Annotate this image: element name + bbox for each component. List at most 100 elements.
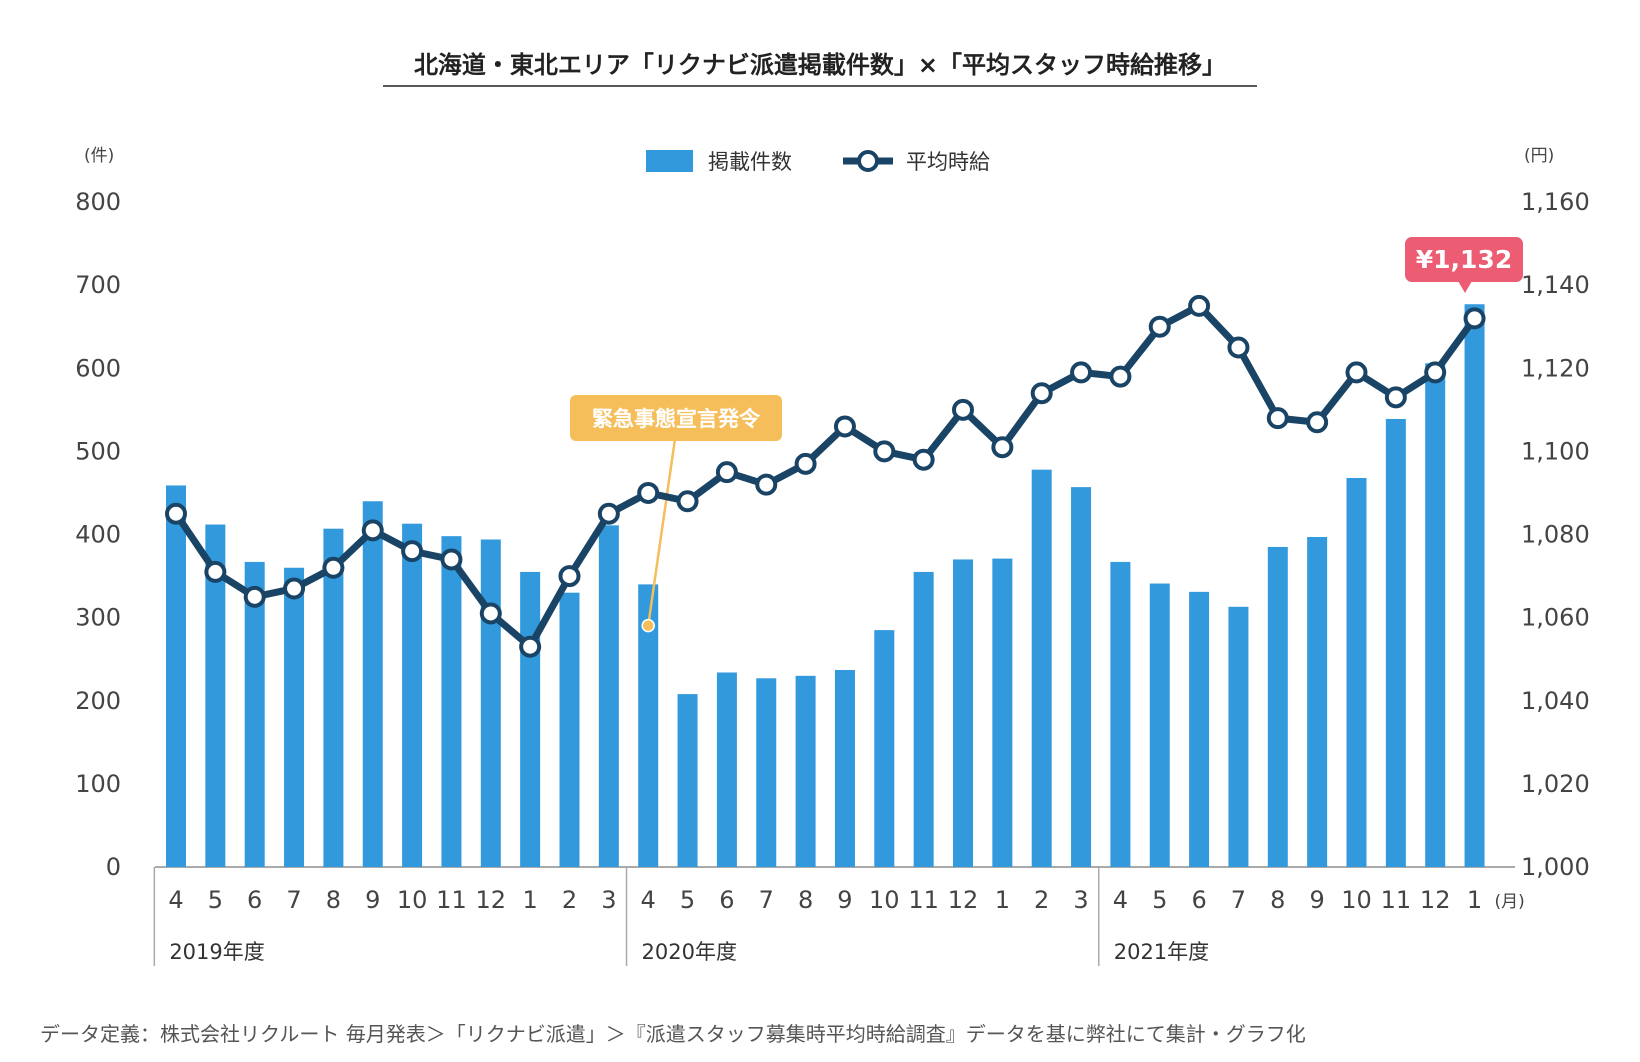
event-callout: 緊急事態宣言発令 (570, 395, 782, 633)
wage-point (558, 565, 581, 588)
right-tick-label: 1,120 (1521, 354, 1590, 382)
bar (756, 678, 777, 867)
bar-series (166, 304, 1485, 867)
wage-point (952, 398, 974, 421)
right-tick-label: 1,140 (1521, 271, 1590, 299)
wage-line (173, 302, 1478, 651)
wage-point (912, 448, 935, 471)
bar (402, 523, 423, 867)
wage-point (440, 548, 463, 571)
x-tick-label: 11 (1381, 886, 1412, 914)
wage-point (833, 415, 856, 438)
footnote: データ定義：株式会社リクルート 毎月発表＞「リクナビ派遣」＞『派遣スタッフ募集時… (40, 1022, 1306, 1046)
x-tick-label: 9 (1310, 886, 1325, 914)
bar (480, 539, 501, 867)
wage-point (715, 461, 738, 484)
bar (1385, 418, 1406, 867)
left-tick-label: 100 (75, 770, 121, 798)
bar (323, 528, 344, 867)
bar (1267, 546, 1288, 867)
wage-point (637, 481, 660, 504)
x-tick-label: 3 (1073, 886, 1088, 914)
right-tick-label: 1,020 (1521, 770, 1590, 798)
bar (244, 561, 265, 867)
bar (362, 501, 383, 867)
line-series (165, 294, 1486, 658)
x-tick-label: 7 (759, 886, 774, 914)
year-label: 2019年度 (169, 940, 264, 964)
wage-point (283, 577, 306, 600)
x-tick-label: 1 (1467, 886, 1482, 914)
price-callout-label: ¥1,132 (1416, 245, 1512, 274)
price-callout-box (1405, 237, 1523, 282)
wage-point (361, 519, 384, 542)
x-tick-label: 8 (326, 886, 341, 914)
x-tick-label: 4 (1113, 886, 1128, 914)
axes: 800 700 600 500 400 300 200 100 0 1,160 1,140 1,120… (75, 188, 1590, 966)
wage-point (1148, 315, 1171, 338)
wage-point (243, 585, 266, 608)
bar (1110, 561, 1131, 867)
wage-point (597, 502, 620, 525)
price-callout: ¥1,132 (1405, 237, 1523, 293)
chart-title: 北海道・東北エリア「リクナビ派遣掲載件数」×「平均スタッフ時給推移」 (414, 51, 1226, 79)
x-tick-label: 11 (908, 886, 939, 914)
right-tick-label: 1,040 (1521, 687, 1590, 715)
x-tick-label: 12 (476, 886, 507, 914)
left-tick-label: 700 (75, 271, 121, 299)
wage-point (519, 635, 542, 658)
event-callout-dot (641, 618, 655, 633)
wage-point (1266, 407, 1289, 430)
bar (1346, 477, 1367, 867)
bar (598, 525, 619, 867)
bar (1189, 591, 1210, 867)
wage-point (1070, 361, 1093, 384)
wage-point (1424, 361, 1447, 384)
month-unit: (月) (1495, 892, 1525, 912)
wage-point (1109, 365, 1132, 388)
right-axis-unit: (円) (1524, 146, 1554, 166)
x-tick-label: 5 (1152, 886, 1167, 914)
event-callout-pointer (646, 431, 678, 626)
wage-point (676, 490, 699, 513)
x-tick-label: 4 (168, 886, 183, 914)
left-tick-label: 600 (75, 354, 121, 382)
right-tick-label: 1,060 (1521, 604, 1590, 632)
year-label: 2021年度 (1114, 940, 1209, 964)
wage-point (322, 556, 345, 579)
bar (834, 669, 855, 867)
x-tick-label: 7 (1231, 886, 1246, 914)
left-tick-label: 400 (75, 521, 121, 549)
bar (677, 694, 698, 867)
wage-point (1463, 307, 1486, 330)
left-tick-label: 800 (75, 188, 121, 216)
x-tick-label: 2 (1034, 886, 1049, 914)
bar (520, 571, 541, 867)
x-tick-label: 2 (562, 886, 577, 914)
x-tick-label: 10 (1341, 886, 1372, 914)
wage-point (1227, 336, 1250, 359)
x-tick-label: 5 (680, 886, 695, 914)
wage-point (479, 602, 502, 625)
bar (992, 558, 1013, 867)
wage-point (1384, 386, 1407, 409)
price-callout-pointer (1458, 281, 1472, 293)
x-tick-label: 11 (436, 886, 467, 914)
left-tick-label: 500 (75, 437, 121, 465)
x-tick-label: 10 (397, 886, 428, 914)
x-tick-label: 12 (1420, 886, 1451, 914)
x-tick-label: 9 (365, 886, 380, 914)
wage-point (991, 436, 1014, 459)
x-tick-label: 7 (286, 886, 301, 914)
wage-point (1030, 382, 1053, 405)
right-tick-label: 1,080 (1521, 521, 1590, 549)
event-callout-box (570, 395, 782, 441)
x-tick-label: 6 (1191, 886, 1206, 914)
bar (205, 524, 226, 867)
x-tick-label: 1 (523, 886, 538, 914)
event-callout-label: 緊急事態宣言発令 (592, 407, 761, 431)
bar (874, 630, 895, 867)
bar (913, 571, 934, 867)
x-tick-label: 1 (995, 886, 1010, 914)
left-axis-unit: (件) (84, 146, 114, 166)
